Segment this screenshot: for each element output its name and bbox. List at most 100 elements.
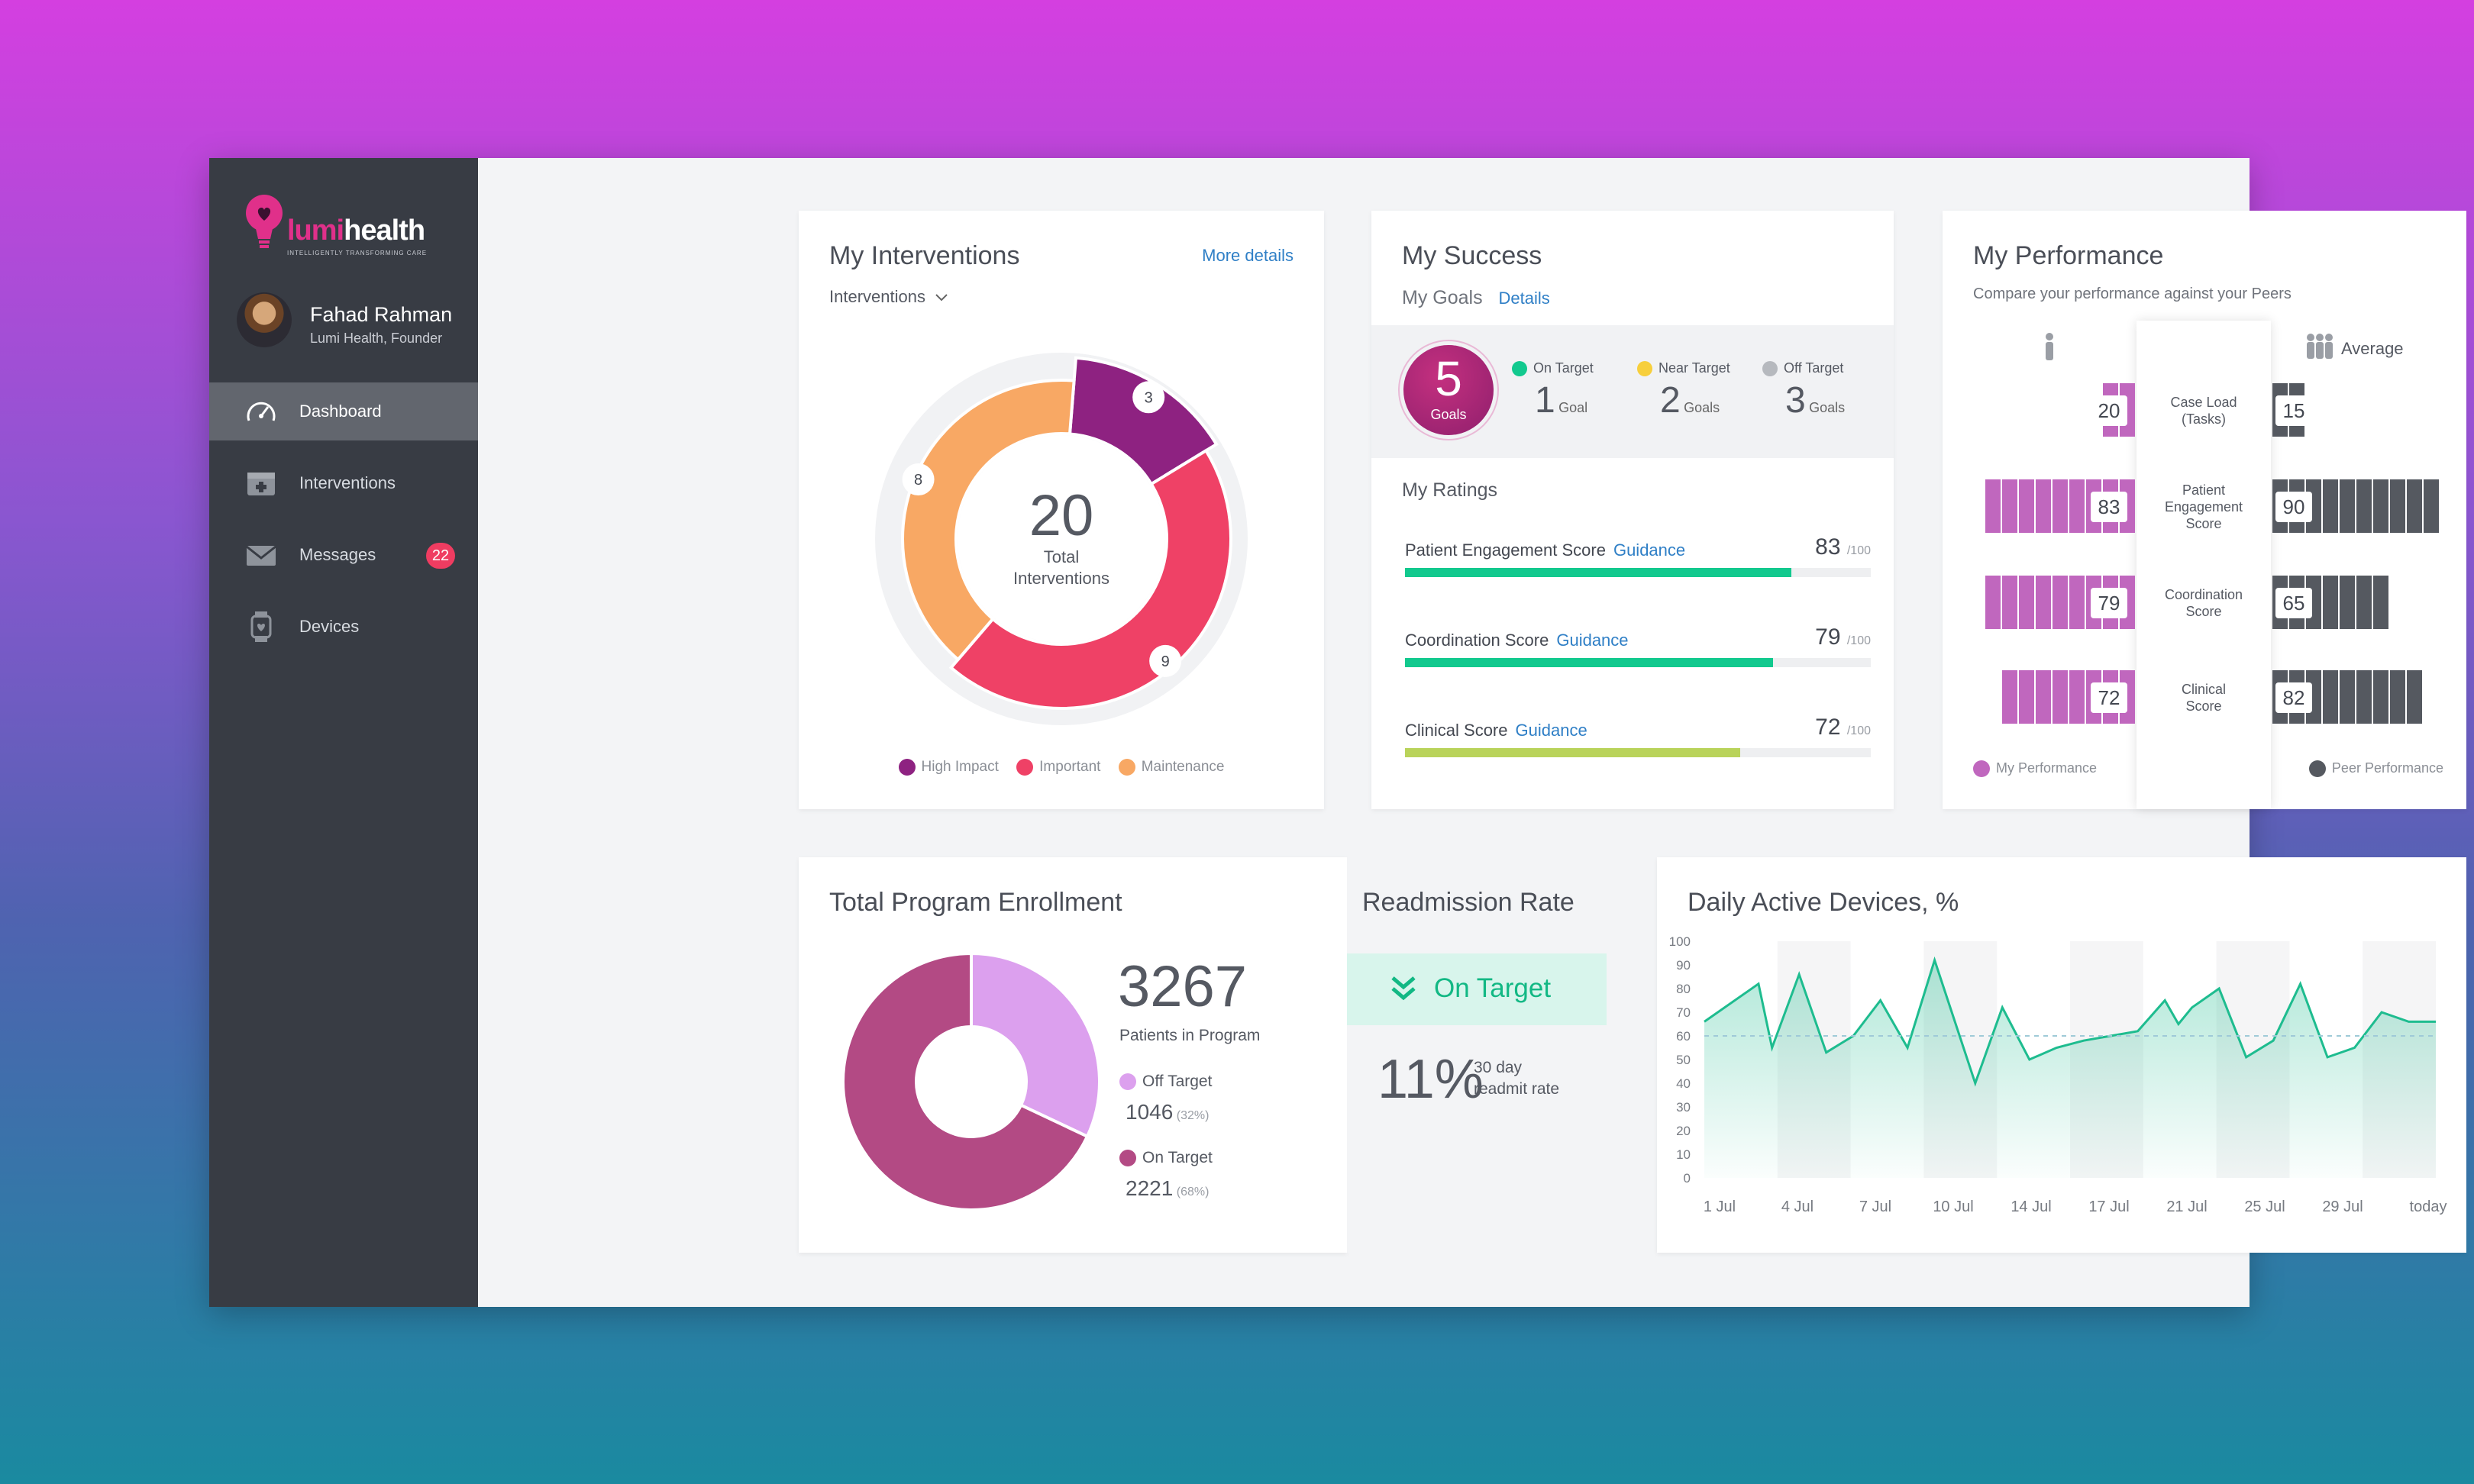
peer-performance-bar-segment [2356,670,2372,724]
performance-row-label: Case Load (Tasks) [2170,395,2237,427]
my-performance-bar-segment [2036,479,2051,533]
rating-clinical: Clinical Score Guidance 72 /100 [1405,715,1871,789]
interventions-card: My Interventions More details Interventi… [799,211,1324,809]
goals-details-link[interactable]: Details [1498,289,1550,308]
rating-label: Clinical Score [1405,721,1508,740]
lightbulb-heart-icon [246,195,283,248]
x-tick-label: today [2410,1198,2447,1215]
goals-total-value: 5 [1435,351,1462,406]
rating-progress-track [1405,568,1871,577]
sidebar-item-messages[interactable]: Messages 22 [209,526,478,584]
y-tick-label: 100 [1669,934,1691,949]
legend-my-performance: My Performance [1973,760,2097,778]
peer-performance-bar-segment [2373,479,2388,533]
avatar[interactable] [237,292,292,347]
my-performance-bar-segment [2019,670,2034,724]
my-performance-bar-segment [1985,479,2001,533]
ratings-title: My Ratings [1402,479,1498,501]
peer-performance-bar-segment [2424,479,2439,533]
total-interventions-value: 20 [1029,483,1094,548]
sidebar-item-dashboard[interactable]: Dashboard [209,382,478,440]
readmission-rate-label: 30 day readmit rate [1474,1059,1560,1098]
performance-row-label: Patient Engagement Score [2164,482,2243,531]
rating-value: 83 /100 [1815,534,1871,560]
donut-center: 20 Total Interventions [962,486,1161,589]
my-goals-row: My Goals Details [1402,287,1550,309]
my-goals-label: My Goals [1402,287,1483,308]
user-profile[interactable]: Fahad Rahman Lumi Health, Founder [237,292,466,350]
interventions-donut-chart: 3 9 8 [875,353,1248,725]
enrollment-slice-off-target [970,952,1101,1139]
guidance-link[interactable]: Guidance [1556,631,1629,650]
peer-performance-bar-segment [2407,670,2422,724]
status-dot [1762,361,1778,377]
y-tick-label: 40 [1676,1076,1691,1091]
my-performance-bar-segment [2036,670,2051,724]
user-role: Lumi Health, Founder [310,331,443,346]
sidebar-item-devices[interactable]: Devices [209,598,478,656]
x-tick-label: 21 Jul [2166,1198,2207,1215]
y-tick-label: 70 [1676,1005,1691,1020]
performance-title: My Performance [1973,241,2164,270]
donut-slice-high-impact [1067,356,1219,486]
off-target-value: 1046 (32%) [1126,1100,1210,1124]
my-performance-bar-segment [2069,576,2085,629]
peer-performance-value: 65 [2275,588,2312,618]
my-performance-value: 83 [2091,492,2127,522]
legend-item-important: Important [1016,759,1100,776]
peer-performance-bar-segment [2340,479,2355,533]
slice-label-bubble [1132,381,1165,414]
enrollment-card: Total Program Enrollment 3267 Patients i… [799,857,1347,1253]
guidance-link[interactable]: Guidance [1613,540,1686,560]
devices-card: Daily Active Devices, % 0 10 20 30 40 50 60 70 8… [1657,857,2466,1253]
person-icon [2046,333,2053,360]
performance-card: My Performance Compare your performance … [1943,211,2466,809]
enrollment-total-label: Patients in Program [1119,1027,1261,1044]
total-label: Interventions [1013,569,1109,588]
slice-value-label: 9 [1161,653,1170,670]
readmission-status: On Target [1434,973,1552,1003]
my-performance-bar-segment [2069,670,2085,724]
y-tick-label: 10 [1676,1147,1691,1162]
peer-performance-bar-segment [2356,576,2372,629]
rating-progress-fill [1405,568,1792,577]
group-icon [2307,334,2333,359]
goals-total-label: Goals [1430,407,1467,422]
my-performance-value: 72 [2091,682,2127,713]
goals-total-badge[interactable]: 5 Goals [1403,345,1494,435]
sidebar-item-label: Messages [299,545,376,564]
legend-item-high-impact: High Impact [898,759,999,776]
speedometer-icon [247,402,276,421]
rating-coordination: Coordination Score Guidance 79 /100 [1405,624,1871,699]
y-tick-label: 50 [1676,1053,1691,1067]
donut-hole [958,435,1165,643]
filter-value: Interventions [829,287,925,306]
more-details-link[interactable]: More details [1202,246,1294,265]
enrollment-title: Total Program Enrollment [829,888,1122,917]
slice-label-bubble [902,463,935,496]
brand-name: lumihealth [287,215,425,247]
my-performance-bar-segment [1985,576,2001,629]
x-tick-label: 29 Jul [2322,1198,2363,1215]
peer-performance-value: 90 [2275,492,2312,522]
devices-title: Daily Active Devices, % [1688,888,1959,917]
main-content: My Interventions More details Interventi… [478,158,2466,1307]
rating-progress-fill [1405,748,1741,757]
brand-logo[interactable]: lumihealth INTELLIGENTLY TRANSFORMING CA… [243,192,441,260]
my-performance-bar-segment [2002,670,2017,724]
sidebar-item-interventions[interactable]: Interventions [209,454,478,512]
interventions-filter-dropdown[interactable]: Interventions [829,287,948,307]
guidance-link[interactable]: Guidance [1515,721,1587,740]
success-card: My Success My Goals Details 5 Goals On T… [1371,211,1894,809]
rating-patient-engagement: Patient Engagement Score Guidance 83 /100 [1405,534,1871,609]
x-tick-label: 4 Jul [1781,1198,1814,1215]
peer-performance-bar-segment [2407,479,2422,533]
x-tick-label: 10 Jul [1933,1198,1973,1215]
enrollment-donut-chart [841,952,1101,1211]
rating-progress-fill [1405,658,1773,667]
success-title: My Success [1402,241,1542,270]
performance-subtitle: Compare your performance against your Pe… [1973,286,2292,302]
my-performance-bar-segment [2053,670,2068,724]
rating-progress-track [1405,748,1871,757]
peer-performance-bar-segment [2323,479,2338,533]
